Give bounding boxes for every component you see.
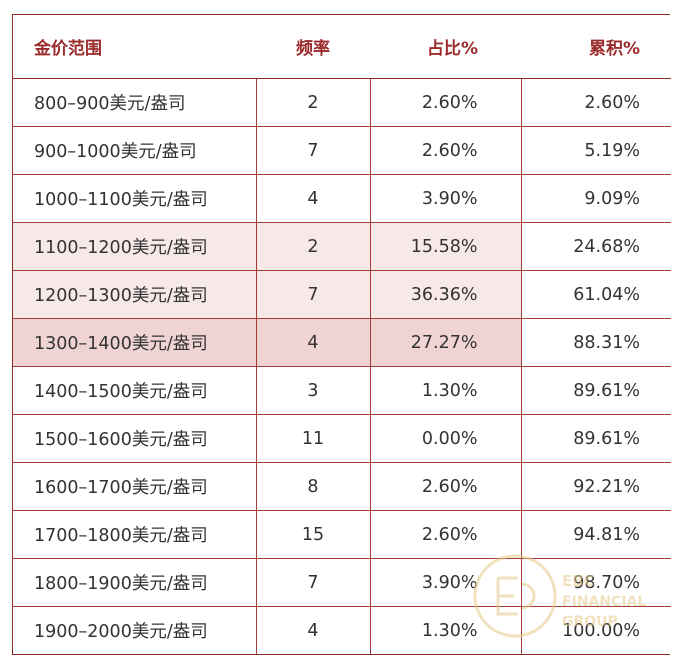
table-row: 1600–1700美元/盎司 8 2.60% 92.21% — [13, 462, 671, 511]
cell-frequency: 8 — [255, 462, 370, 511]
cell-range: 1400–1500美元/盎司 — [13, 366, 256, 415]
cell-share: 2.60% — [369, 126, 521, 175]
table-row: 1700–1800美元/盎司 15 2.60% 94.81% — [13, 510, 671, 559]
cell-frequency: 7 — [255, 558, 370, 607]
cell-share: 15.58% — [369, 222, 521, 271]
cell-range: 1000–1100美元/盎司 — [13, 174, 256, 223]
cell-cumulative: 94.81% — [520, 510, 671, 559]
cell-range: 1600–1700美元/盎司 — [13, 462, 256, 511]
cell-frequency: 4 — [255, 174, 370, 223]
table-header-row: 金价范围 频率 占比% 累积% — [13, 15, 671, 79]
cell-frequency: 7 — [255, 270, 370, 319]
cell-frequency: 4 — [255, 606, 370, 654]
cell-share: 36.36% — [369, 270, 521, 319]
table-row: 900–1000美元/盎司 7 2.60% 5.19% — [13, 126, 671, 175]
table-row-highlighted: 1200–1300美元/盎司 7 36.36% 61.04% — [13, 270, 671, 319]
cell-share: 0.00% — [369, 414, 521, 463]
cell-frequency: 7 — [255, 126, 370, 175]
table-row-highlighted: 1300–1400美元/盎司 4 27.27% 88.31% — [13, 318, 671, 367]
cell-share: 1.30% — [369, 366, 521, 415]
table-row: 1400–1500美元/盎司 3 1.30% 89.61% — [13, 366, 671, 415]
table-row-highlighted: 1100–1200美元/盎司 2 15.58% 24.68% — [13, 222, 671, 271]
cell-frequency: 2 — [255, 222, 370, 271]
cell-cumulative: 98.70% — [520, 558, 671, 607]
cell-range: 1900–2000美元/盎司 — [13, 606, 256, 654]
cell-cumulative: 9.09% — [520, 174, 671, 223]
cell-cumulative: 2.60% — [520, 78, 671, 127]
cell-range: 1500–1600美元/盎司 — [13, 414, 256, 463]
frequency-table: 金价范围 频率 占比% 累积% 800–900美元/盎司 2 2.60% 2.6… — [13, 15, 671, 654]
cell-cumulative: 5.19% — [520, 126, 671, 175]
table-row: 1800–1900美元/盎司 7 3.90% 98.70% — [13, 558, 671, 607]
table-row: 800–900美元/盎司 2 2.60% 2.60% — [13, 78, 671, 127]
cell-cumulative: 89.61% — [520, 414, 671, 463]
cell-cumulative: 88.31% — [520, 318, 671, 367]
cell-range: 1700–1800美元/盎司 — [13, 510, 256, 559]
cell-share: 3.90% — [369, 558, 521, 607]
table-row: 1000–1100美元/盎司 4 3.90% 9.09% — [13, 174, 671, 223]
gold-price-frequency-table: 金价范围 频率 占比% 累积% 800–900美元/盎司 2 2.60% 2.6… — [12, 14, 671, 655]
cell-cumulative: 92.21% — [520, 462, 671, 511]
cell-range: 1800–1900美元/盎司 — [13, 558, 256, 607]
cell-cumulative: 100.00% — [520, 606, 671, 654]
cell-range: 1100–1200美元/盎司 — [13, 222, 256, 271]
cell-share: 1.30% — [369, 606, 521, 654]
header-frequency: 频率 — [256, 15, 370, 79]
header-share: 占比% — [370, 15, 521, 79]
cell-range: 900–1000美元/盎司 — [13, 126, 256, 175]
cell-share: 2.60% — [369, 510, 521, 559]
table-row: 1500–1600美元/盎司 11 0.00% 89.61% — [13, 414, 671, 463]
cell-share: 2.60% — [369, 78, 521, 127]
table-row: 1900–2000美元/盎司 4 1.30% 100.00% — [13, 606, 671, 654]
cell-cumulative: 61.04% — [520, 270, 671, 319]
cell-frequency: 2 — [255, 78, 370, 127]
header-price-range: 金价范围 — [13, 15, 256, 79]
cell-range: 1200–1300美元/盎司 — [13, 270, 256, 319]
cell-share: 27.27% — [369, 318, 521, 367]
header-cumulative: 累积% — [521, 15, 671, 79]
cell-cumulative: 89.61% — [520, 366, 671, 415]
cell-frequency: 3 — [255, 366, 370, 415]
cell-share: 2.60% — [369, 462, 521, 511]
table-body: 800–900美元/盎司 2 2.60% 2.60% 900–1000美元/盎司… — [13, 78, 671, 654]
cell-frequency: 4 — [255, 318, 370, 367]
cell-range: 800–900美元/盎司 — [13, 78, 256, 127]
cell-frequency: 11 — [255, 414, 370, 463]
cell-cumulative: 24.68% — [520, 222, 671, 271]
cell-share: 3.90% — [369, 174, 521, 223]
cell-frequency: 15 — [255, 510, 370, 559]
cell-range: 1300–1400美元/盎司 — [13, 318, 256, 367]
